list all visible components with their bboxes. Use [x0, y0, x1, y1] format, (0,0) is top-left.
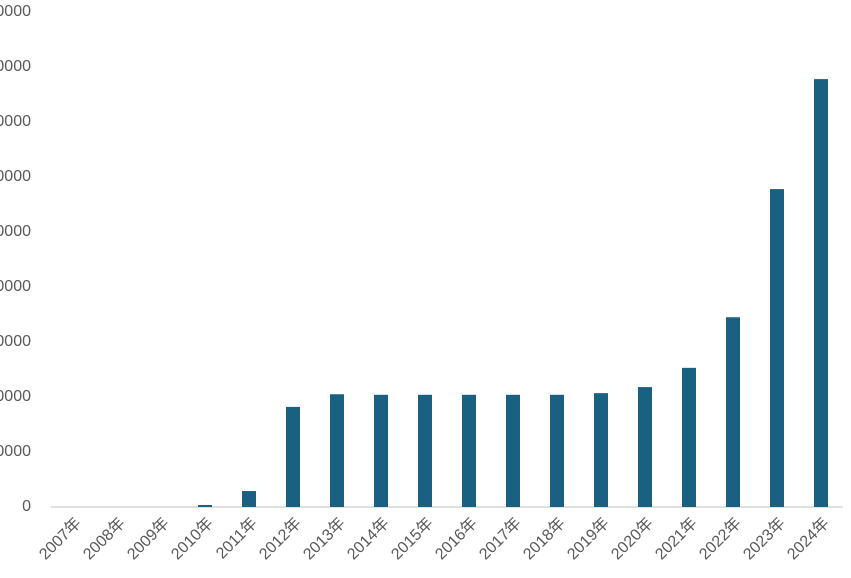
- x-tick-label: 2021年: [652, 514, 701, 563]
- x-tick-label: 2019年: [564, 514, 613, 563]
- x-tick-label: 2013年: [300, 514, 349, 563]
- x-tick-label: 2008年: [80, 514, 129, 563]
- x-tick-label: 2018年: [520, 514, 569, 563]
- y-tick-label: 500000: [0, 223, 31, 240]
- x-tick-label: 2017年: [476, 514, 525, 563]
- y-tick-label: 100000: [0, 443, 31, 460]
- bar: [286, 406, 300, 507]
- bar: [198, 505, 212, 507]
- bar: [682, 367, 696, 507]
- bar: [726, 317, 740, 507]
- y-tick-label: 300000: [0, 333, 31, 350]
- bar: [242, 491, 256, 507]
- y-tick-label: 700000: [0, 113, 31, 130]
- bar: [374, 394, 388, 507]
- y-tick-label: 400000: [0, 278, 31, 295]
- x-tick-label: 2014年: [344, 514, 393, 563]
- x-tick-label: 2007年: [36, 514, 85, 563]
- bar: [418, 394, 432, 507]
- y-tick-label: 200000: [0, 388, 31, 405]
- y-tick-label: 900000: [0, 3, 31, 20]
- bar: [506, 394, 520, 507]
- x-tick-label: 2022年: [696, 514, 745, 563]
- bar: [594, 393, 608, 507]
- x-tick-label: 2024年: [784, 514, 833, 563]
- x-tick-label: 2020年: [608, 514, 657, 563]
- bar: [550, 394, 564, 507]
- x-tick-label: 2009年: [124, 514, 173, 563]
- x-tick-label: 2012年: [256, 514, 305, 563]
- bar: [770, 189, 784, 507]
- y-tick-label: 0: [22, 498, 31, 515]
- x-tick-label: 2015年: [388, 514, 437, 563]
- bar: [814, 79, 828, 507]
- y-tick-label: 800000: [0, 58, 31, 75]
- bar: [462, 394, 476, 507]
- bar: [638, 387, 652, 507]
- x-tick-label: 2023年: [740, 514, 789, 563]
- x-tick-label: 2011年: [212, 514, 260, 562]
- y-tick-label: 600000: [0, 168, 31, 185]
- x-tick-label: 2010年: [168, 514, 217, 563]
- x-tick-label: 2016年: [432, 514, 481, 563]
- bar: [330, 394, 344, 507]
